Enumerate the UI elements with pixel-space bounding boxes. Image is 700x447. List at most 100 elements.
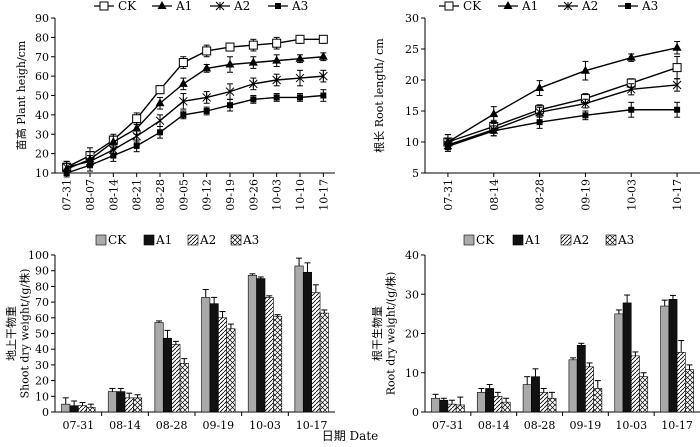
y-tick-label: 20 — [405, 328, 419, 341]
bar — [133, 397, 143, 413]
series-A2 — [443, 78, 682, 152]
x-tick-label: 09-12 — [201, 179, 214, 211]
bar — [622, 302, 632, 413]
bar — [124, 397, 134, 413]
bar — [676, 352, 686, 413]
y-axis-label: 地上干物重Shoot dry weight/(g/株) — [4, 269, 32, 399]
bar — [501, 401, 511, 413]
x-tick-label: 10-03 — [271, 179, 284, 211]
chart-panel-4: 0 10 20 30 40 07-31 08-14 08-28 09-19 10-03 10-17 根… — [370, 233, 700, 432]
x-tick-label: 08-28 — [534, 179, 547, 211]
marker-filled-square — [536, 119, 543, 126]
bar — [547, 397, 557, 413]
x-tick-label: 08-14 — [488, 179, 501, 211]
bar — [201, 297, 211, 413]
bar — [485, 388, 495, 413]
y-tick-label: 60 — [35, 70, 49, 83]
bar — [171, 344, 181, 413]
legend-label: A1 — [155, 233, 172, 247]
y-tick-label: 70 — [35, 51, 49, 64]
marker-open-square — [318, 34, 328, 44]
x-tick-label: 10-10 — [294, 179, 307, 211]
marker-x-star — [202, 93, 212, 102]
x-tick-label: 09-05 — [177, 179, 190, 211]
marker-x-star — [626, 84, 636, 94]
marker-filled-square — [273, 94, 280, 101]
marker-filled-triangle — [157, 1, 167, 9]
marker-x-star — [272, 75, 282, 85]
marker-filled-triangle — [155, 98, 165, 107]
legend-label: A3 — [291, 0, 308, 13]
y-tick-label: 0 — [412, 406, 419, 419]
x-tick-label: 08-14 — [107, 179, 120, 211]
legend-label: A1 — [521, 0, 538, 13]
marker-open-square — [132, 114, 142, 124]
x-tick-label: 09-19 — [570, 419, 602, 432]
bar — [660, 305, 670, 413]
x-tick-label: 10-17 — [296, 419, 328, 432]
marker-filled-triangle — [132, 123, 142, 132]
legend-swatch — [230, 234, 242, 246]
marker-filled-triangle — [489, 109, 499, 118]
series-line — [447, 109, 678, 148]
legend-item-A2: A2 — [560, 233, 589, 247]
bar — [107, 391, 117, 413]
marker-filled-triangle — [535, 83, 545, 92]
legend-label: A1 — [524, 233, 541, 247]
marker-filled-square — [133, 142, 140, 149]
series-line — [447, 84, 678, 146]
bar — [593, 388, 603, 413]
x-tick-label: 08-28 — [156, 419, 188, 432]
legend-label: CK — [108, 233, 127, 247]
bar — [639, 376, 649, 413]
marker-open-square — [444, 1, 454, 11]
y-tick-label: 40 — [35, 343, 49, 356]
y-axis-label: 根长 Root length/ cm — [372, 38, 386, 153]
bar — [69, 405, 79, 413]
marker-open-square — [178, 58, 188, 68]
bar — [226, 328, 236, 413]
y-axis-label: 根干生物量Root dry weight/(g/株) — [370, 272, 398, 395]
marker-filled-square — [227, 102, 233, 109]
bar — [614, 313, 624, 413]
x-tick-label: 07-31 — [432, 419, 464, 432]
marker-filled-triangle — [295, 53, 305, 62]
y-tick-label: 5 — [412, 167, 419, 180]
legend-label: A2 — [572, 233, 589, 247]
legend-item-A3: A3 — [268, 0, 308, 13]
x-tick-label: 08-28 — [154, 179, 167, 211]
marker-open-square — [672, 63, 682, 73]
x-tick-label: 08-14 — [109, 419, 141, 432]
y-tick-label: 90 — [35, 12, 49, 25]
legend-label: CK — [476, 233, 495, 247]
chart-panel-2: 5 10 15 20 25 30 07-31 08-14 08-28 09-19 10-03 10-1… — [372, 0, 700, 211]
legend-item-A1: A1 — [498, 0, 538, 13]
marker-open-square — [155, 85, 165, 95]
x-tick-label: 08-21 — [131, 179, 144, 211]
x-tick-label: 10-03 — [249, 419, 281, 432]
marker-filled-square — [582, 112, 589, 119]
marker-filled-square — [444, 143, 451, 150]
y-tick-label: 20 — [405, 74, 419, 87]
marker-x-star — [215, 1, 225, 11]
marker-filled-triangle — [272, 55, 282, 64]
marker-x-star — [295, 73, 305, 83]
legend-swatch — [143, 234, 155, 246]
legend-item-CK: CK — [463, 233, 495, 247]
legend-item-A2: A2 — [210, 0, 250, 13]
y-tick-label: 10 — [405, 136, 419, 149]
marker-x-star — [563, 1, 573, 11]
x-tick-label: 07-31 — [62, 419, 94, 432]
bar — [522, 384, 532, 413]
marker-filled-square — [275, 3, 281, 9]
y-tick-label: 50 — [35, 90, 49, 103]
series-line — [447, 66, 678, 143]
legend-item-A2: A2 — [187, 233, 216, 247]
bar — [568, 359, 578, 413]
x-tick-label: 07-31 — [61, 179, 74, 211]
bar — [668, 299, 678, 413]
marker-filled-triangle — [248, 57, 258, 66]
series-A2 — [447, 340, 686, 413]
legend-label: A3 — [617, 233, 634, 247]
